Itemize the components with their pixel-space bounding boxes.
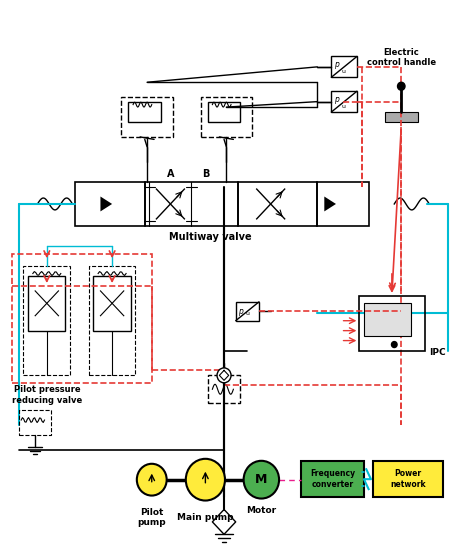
Text: Pilot
pump: Pilot pump [137,508,166,527]
Bar [301,461,364,497]
Bar [93,276,131,331]
Bar [331,56,357,77]
Polygon shape [100,197,112,211]
Bar [364,303,410,336]
Text: Multiway valve: Multiway valve [169,232,251,242]
Bar [121,97,173,137]
Text: u: u [245,311,249,316]
Text: Main pump: Main pump [177,513,234,522]
Bar [236,302,259,321]
Bar [359,296,425,351]
Text: Motor: Motor [246,506,276,515]
Circle shape [398,82,405,90]
Bar [28,276,65,331]
Text: M: M [255,473,267,486]
Circle shape [392,342,397,348]
Text: p: p [238,307,243,316]
Text: B: B [202,169,209,179]
Bar [128,102,161,122]
Text: IPC: IPC [429,348,446,358]
Bar [12,254,152,383]
Bar [208,102,240,122]
Bar [201,97,252,137]
Circle shape [186,459,225,501]
Text: Power
network: Power network [391,470,426,489]
Bar [238,182,317,226]
Bar [75,182,145,226]
Circle shape [137,464,167,496]
Bar [19,410,52,435]
Text: u: u [342,70,346,75]
Bar [317,182,369,226]
Circle shape [244,461,279,498]
Bar [89,266,136,375]
Bar [24,266,70,375]
Text: A: A [167,169,174,179]
Bar [145,182,238,226]
Text: Frequency
converter: Frequency converter [310,470,355,489]
Bar [208,375,240,402]
Text: Pilot pressure
reducing valve: Pilot pressure reducing valve [12,385,82,405]
Polygon shape [324,197,336,211]
Circle shape [217,368,231,383]
Bar [374,461,443,497]
Text: p: p [334,60,339,70]
Text: Electric
control handle: Electric control handle [367,48,436,67]
Bar [331,91,357,112]
Bar [385,112,418,122]
Text: p: p [334,95,339,104]
Text: u: u [342,104,346,109]
